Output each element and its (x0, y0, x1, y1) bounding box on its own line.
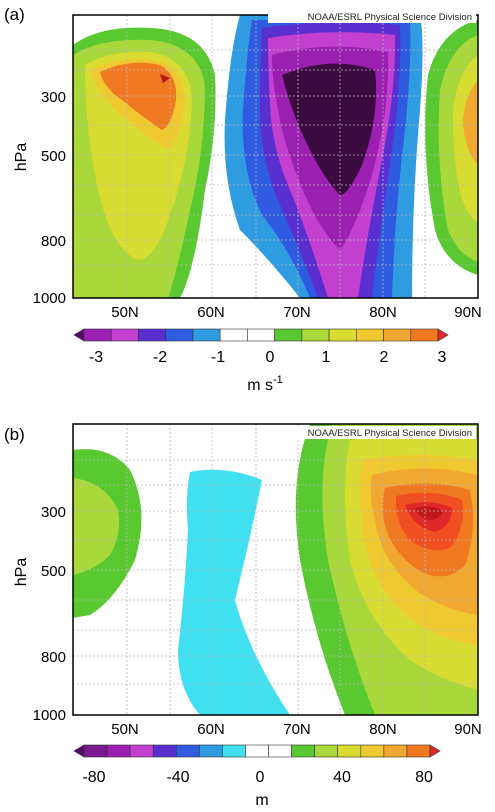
panel-b-colorbar-swatch (291, 744, 315, 758)
panel-a-ytick: 1000 (33, 290, 66, 307)
panel-b-cbar-tick: -80 (82, 769, 105, 786)
panel-a-cbar-tick: 3 (438, 349, 447, 366)
panel-b-credit-bg (268, 426, 476, 439)
panel-b-ylabel: hPa (13, 558, 30, 587)
panel-a-cbar-tick: -2 (153, 349, 167, 366)
panel-b-x-ticks: 50N 60N 70N 80N 90N (111, 721, 482, 738)
panel-b-ytick: 800 (41, 649, 66, 666)
panel-b-ytick: 500 (41, 563, 66, 580)
panel-a-colorbar-swatch (219, 328, 248, 342)
panel-a-colorbar (73, 328, 449, 342)
panel-b-xtick: 70N (283, 721, 311, 738)
panel-b-colorbar-swatch (175, 744, 200, 758)
panel-b-colorbar-swatch (268, 744, 292, 758)
panel-b-colorbar-swatch (222, 744, 246, 758)
panel-b-colorbar-swatch (73, 744, 85, 758)
panel-a-x-ticks: 50N 60N 70N 80N 90N (111, 304, 482, 321)
panel-b-cbar-tick: 40 (333, 769, 351, 786)
panel-b-colorbar-swatch (152, 744, 177, 758)
panel-a-colorbar-swatch (138, 328, 166, 342)
panel-b-colorbar-ticks: -80 -40 0 40 80 (82, 769, 433, 786)
panel-b-colorbar-swatch (337, 744, 362, 758)
panel-b-grid (73, 424, 478, 715)
panel-a-contour-orange-right (463, 80, 478, 165)
panel-a-cbar-tick: -3 (89, 349, 103, 366)
panel-b-colorbar-swatch (360, 744, 385, 758)
panel-a-ytick: 800 (41, 233, 66, 250)
panel-a-xtick: 80N (369, 304, 397, 321)
panel-a-colorbar-swatch (192, 328, 221, 342)
panel-b-colorbar-swatch (383, 744, 408, 758)
panel-a-colorbar-swatch (83, 328, 112, 342)
panel-b-colorbar-swatch (429, 744, 441, 758)
panel-b-colorbar-swatch (83, 744, 108, 758)
panel-a-contour-darkpurple (282, 63, 377, 195)
panel-a-ytick: 300 (41, 89, 66, 106)
panel-a-xtick: 70N (283, 304, 311, 321)
panel-a-colorbar-ticks: -3 -2 -1 0 1 2 3 (89, 349, 447, 366)
panel-b-frame (72, 423, 479, 716)
panel-a-colorbar-swatch (328, 328, 357, 342)
panel-b-cbar-tick: -40 (166, 769, 189, 786)
panel-a-xtick: 60N (197, 304, 225, 321)
panel-a-colorbar-swatch (301, 328, 330, 342)
panel-a-label: (a) (4, 5, 25, 24)
panel-b-ytick: 300 (41, 504, 66, 521)
panel-a-colorbar-swatch (356, 328, 384, 342)
panel-a-grid (73, 15, 478, 298)
panel-a-ytick: 500 (41, 148, 66, 165)
panel-b-contour-cyan (178, 469, 290, 715)
panel-a-y-ticks: 300 500 800 1000 (33, 89, 66, 307)
panel-b-colorbar-swatch (245, 744, 269, 758)
panel-a-cbar-tick: -1 (211, 349, 225, 366)
panel-b-colorbar-swatch (406, 744, 431, 758)
panel-b-colorbar-unit: m (255, 792, 268, 809)
panel-b-colorbar (73, 744, 441, 758)
panel-b-colorbar-swatch (314, 744, 339, 758)
panel-a-cbar-tick: 1 (322, 349, 331, 366)
panel-a-credit-bg (268, 10, 476, 23)
panel-a-colorbar-swatch (73, 328, 85, 342)
panel-b-cbar-tick: 80 (415, 769, 433, 786)
panel-b-colorbar-swatch (106, 744, 131, 758)
panel-b-y-ticks: 300 500 800 1000 (33, 504, 66, 724)
panel-a-colorbar-swatch (383, 328, 412, 342)
panel-b: (b) (4, 423, 482, 809)
panel-a-colorbar-swatch (274, 328, 303, 342)
panel-a-colorbar-unit: m s-1 (247, 374, 283, 394)
panel-a-colorbar-swatch (437, 328, 449, 342)
panel-a-cbar-tick: 0 (266, 349, 275, 366)
panel-a-colorbar-swatch (110, 328, 139, 342)
panel-b-xtick: 60N (197, 721, 225, 738)
panel-a-xtick: 50N (111, 304, 139, 321)
panel-a-field (73, 15, 478, 298)
panel-b-cbar-tick: 0 (256, 769, 265, 786)
panel-b-credit: NOAA/ESRL Physical Science Division (308, 428, 472, 439)
panel-b-colorbar-swatch (199, 744, 223, 758)
panel-a-contour-red-left (160, 74, 170, 83)
panel-b-contour-lime-left (73, 478, 119, 575)
panel-a-colorbar-swatch (410, 328, 439, 342)
panel-b-ytick: 1000 (33, 707, 66, 724)
panel-a-xtick: 90N (454, 304, 482, 321)
panel-a-cbar-tick: 2 (380, 349, 389, 366)
panel-a-ylabel: hPa (13, 143, 30, 172)
panel-a-credit: NOAA/ESRL Physical Science Division (308, 12, 472, 23)
panel-b-xtick: 50N (111, 721, 139, 738)
panel-b-xtick: 90N (454, 721, 482, 738)
panel-b-colorbar-swatch (129, 744, 154, 758)
panel-b-label: (b) (4, 425, 25, 444)
panel-b-xtick: 80N (369, 721, 397, 738)
panel-b-field (73, 424, 478, 715)
panel-a: (a) (4, 5, 482, 394)
panel-b-contour-darkred (415, 506, 443, 520)
panel-a-colorbar-swatch (247, 328, 275, 342)
panel-a-colorbar-swatch (165, 328, 194, 342)
